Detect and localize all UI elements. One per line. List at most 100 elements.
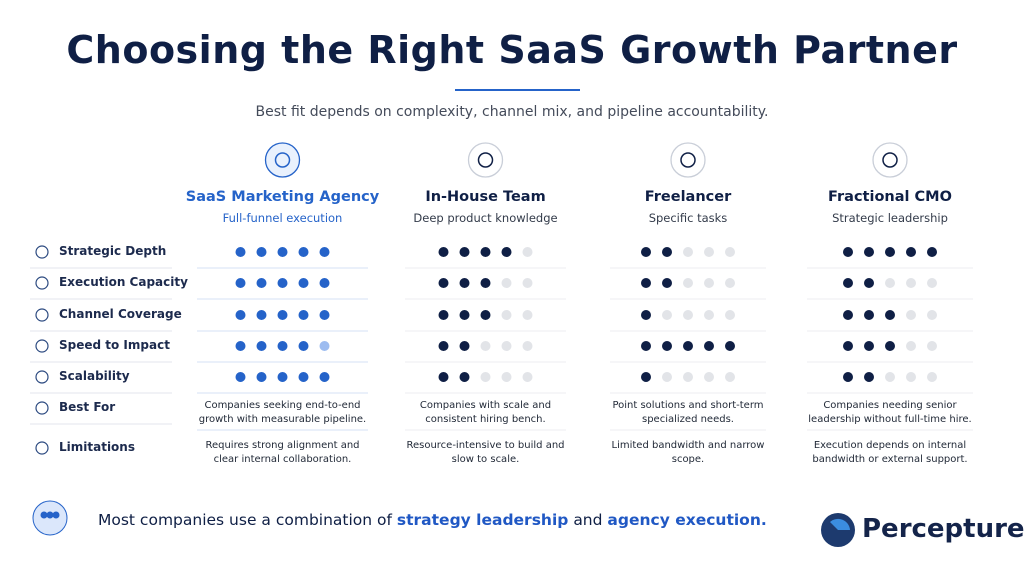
option-tagline: Deep product knowledge (413, 211, 558, 225)
row-label: Strategic Depth (59, 244, 167, 258)
option-icon-inner (882, 152, 898, 168)
rating-dot (438, 247, 449, 257)
best-for: Companies with scale and consistent hiri… (419, 400, 552, 425)
footer-prefix: Most companies use a combination of (98, 511, 392, 529)
rating-dot (501, 372, 512, 382)
rating-dot (704, 310, 714, 320)
row-icon (35, 441, 49, 455)
rating-dot (438, 278, 449, 288)
row-icon (35, 401, 49, 415)
rating-dot (522, 278, 533, 288)
rating-dot (319, 372, 330, 382)
rating-dot (459, 247, 470, 257)
rating-dot (704, 247, 714, 257)
rating-dot (438, 372, 449, 382)
row-icon (35, 245, 49, 259)
rating-dot (277, 310, 288, 320)
rating-dot (725, 310, 735, 320)
rating-dot (459, 372, 470, 382)
rating-dot (683, 372, 693, 382)
rating-dot (522, 310, 533, 320)
row-label: Execution Capacity (59, 275, 188, 289)
rating-dot (501, 310, 512, 320)
row-icon (35, 370, 49, 384)
rating-dot (683, 341, 693, 351)
rating-dot (704, 278, 714, 288)
option-icon (670, 142, 706, 178)
rating-dot (319, 341, 330, 351)
rating-dot (641, 247, 651, 257)
rating-dot (319, 247, 330, 257)
rating-dot (864, 341, 874, 351)
rating-dot (256, 341, 267, 351)
rating-dot (885, 372, 895, 382)
row-icon (35, 276, 49, 290)
rating-dot (480, 372, 491, 382)
rating-dot (277, 341, 288, 351)
rating-dot (298, 247, 309, 257)
option-tagline: Full-funnel execution (222, 211, 343, 225)
rating-dot (704, 341, 714, 351)
footer-joiner: and (573, 511, 603, 529)
rating-dot (298, 278, 309, 288)
rating-dot (459, 341, 470, 351)
rating-dot (662, 310, 672, 320)
rating-dot (906, 372, 916, 382)
rating-dot (641, 341, 651, 351)
rating-dot (725, 247, 735, 257)
option-name: Freelancer (644, 189, 732, 205)
rating-dot (843, 278, 853, 288)
rating-dot (522, 341, 533, 351)
rating-dot (843, 341, 853, 351)
footer-icon-person (52, 511, 60, 519)
rating-dot (906, 278, 916, 288)
rating-dot (843, 372, 853, 382)
rating-dot (843, 310, 853, 320)
option-name: In-House Team (425, 189, 546, 205)
rating-dot (641, 278, 651, 288)
rating-dot (277, 372, 288, 382)
rating-dot (256, 278, 267, 288)
rating-dot (438, 310, 449, 320)
option-icon-inner (680, 152, 696, 168)
row-label: Channel Coverage (59, 307, 182, 321)
rating-dot (459, 310, 470, 320)
rating-dot (298, 310, 309, 320)
option-icon (872, 142, 908, 178)
rating-dot (319, 310, 330, 320)
rating-dot (864, 278, 874, 288)
footer-text: Most companies use a combination of stra… (98, 511, 767, 529)
rating-dot (641, 372, 651, 382)
rating-dot (927, 278, 937, 288)
option-icon-inner (477, 152, 494, 168)
rating-dot (522, 247, 533, 257)
rating-dot (927, 372, 937, 382)
brand-name: Percepture (862, 514, 1024, 544)
limitations: Resource-intensive to build and slow to … (406, 440, 565, 465)
rating-dot (864, 247, 874, 257)
rating-dot (256, 372, 267, 382)
row-icon (35, 339, 49, 353)
rating-dot (662, 278, 672, 288)
row-label: Best For (59, 400, 116, 414)
option-icon-inner (274, 152, 291, 168)
rating-dot (927, 310, 937, 320)
rating-dot (298, 372, 309, 382)
rating-dot (480, 247, 491, 257)
option-name: SaaS Marketing Agency (185, 189, 380, 205)
rating-dot (501, 341, 512, 351)
option-icon (264, 142, 301, 178)
rating-dot (256, 247, 267, 257)
row-label: Speed to Impact (59, 338, 170, 352)
footer-icon-person (40, 511, 48, 519)
rating-dot (501, 278, 512, 288)
rating-dot (235, 278, 246, 288)
rating-dot (298, 341, 309, 351)
rating-dot (885, 247, 895, 257)
rating-dot (480, 278, 491, 288)
rating-dot (927, 341, 937, 351)
option-icon (467, 142, 504, 178)
row-icon (35, 308, 49, 322)
